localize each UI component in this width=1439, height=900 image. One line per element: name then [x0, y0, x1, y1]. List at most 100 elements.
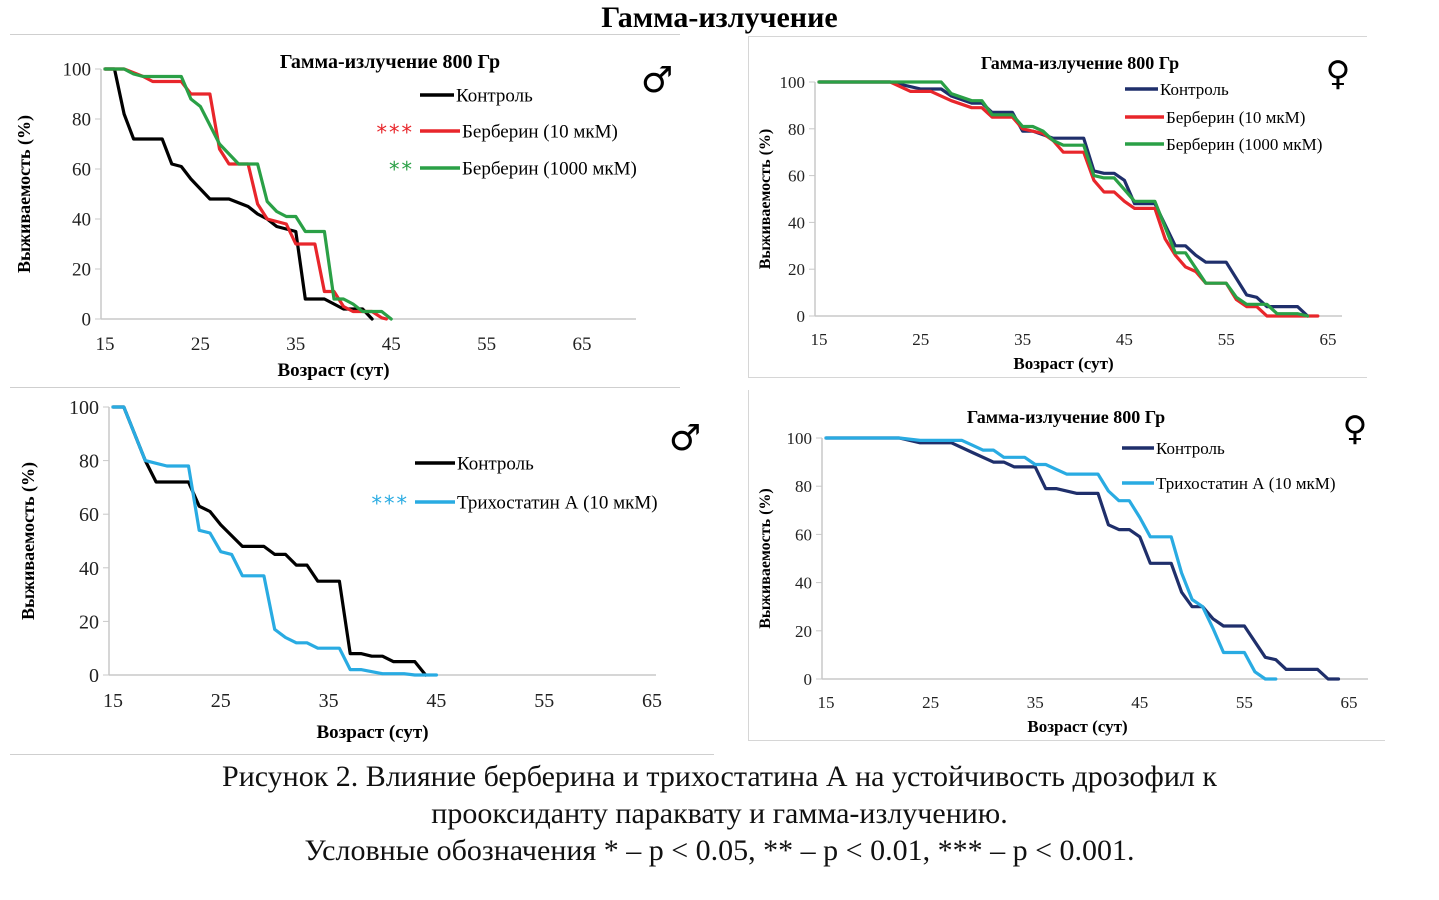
x-tick-label: 65 — [1341, 693, 1358, 712]
significance-marker: *** — [377, 121, 415, 145]
y-tick-label: 60 — [72, 160, 91, 181]
main-title: Гамма-излучение — [601, 1, 838, 34]
x-tick-label: 25 — [191, 334, 210, 355]
y-tick-label: 20 — [795, 622, 812, 641]
chart-c3: 0 20 40 60 80 100 15 25 35 45 55 65 Возраст (сут) Выж… — [18, 397, 701, 743]
series-line-0 — [824, 436, 1341, 681]
x-tick-label: 45 — [1131, 693, 1148, 712]
y-tick-label: 40 — [72, 210, 91, 231]
x-tick-label: 55 — [534, 690, 554, 712]
x-tick-label: 55 — [477, 334, 496, 355]
chart-title: Гамма-излучение 800 Гр — [280, 51, 500, 73]
y-tick-label: 60 — [79, 504, 99, 526]
legend-entry: Берберин (1000 мкМ) ** — [389, 158, 637, 182]
series-line-1 — [111, 405, 438, 677]
y-tick-label: 20 — [788, 260, 805, 279]
charts-canvas: 0 20 40 60 80 100 15 25 35 45 55 65 Возраст (сут) Выж… — [14, 51, 1368, 743]
y-tick-label: 100 — [69, 397, 99, 419]
y-tick-label: 80 — [79, 451, 99, 473]
x-tick-label: 45 — [1116, 330, 1133, 349]
chart-panel-female-berberine — [748, 36, 1367, 378]
chart-title: Гамма-излучение 800 Гр — [981, 53, 1179, 73]
legend-entry: Контроль — [415, 454, 534, 475]
chart-c1: 0 20 40 60 80 100 15 25 35 45 55 65 Возраст (сут) Выж… — [14, 51, 673, 381]
legend-entry: Трихостатин А (10 мкМ) — [1122, 474, 1336, 493]
y-tick-label: 60 — [788, 167, 805, 186]
x-tick-label: 35 — [1014, 330, 1031, 349]
female-symbol-icon: ♀ — [1343, 409, 1368, 449]
legend-label: Контроль — [1156, 439, 1225, 458]
legend-label: Берберин (1000 мкМ) — [462, 159, 637, 180]
legend-label: Берберин (1000 мкМ) — [1166, 135, 1322, 154]
x-tick-label: 15 — [818, 693, 835, 712]
y-tick-label: 100 — [780, 73, 806, 92]
caption-line-3: Условные обозначения * – p < 0.05, ** – … — [304, 834, 1135, 867]
y-tick-label: 80 — [795, 477, 812, 496]
legend-label: Трихостатин А (10 мкМ) — [457, 493, 658, 514]
y-tick-label: 100 — [63, 60, 92, 81]
x-tick-label: 15 — [103, 690, 123, 712]
y-tick-label: 0 — [804, 670, 813, 689]
chart-title: Гамма-излучение 800 Гр — [967, 407, 1165, 427]
y-tick-label: 0 — [797, 307, 806, 326]
male-symbol-icon: ♂ — [641, 60, 673, 101]
x-axis-title: Возраст (сут) — [316, 722, 428, 743]
x-axis-title: Возраст (сут) — [277, 360, 389, 381]
y-tick-label: 80 — [788, 120, 805, 139]
y-tick-label: 0 — [89, 665, 99, 687]
x-tick-label: 25 — [211, 690, 231, 712]
legend-label: Контроль — [1160, 80, 1229, 99]
y-axis-title: Выживаемость (%) — [14, 115, 35, 273]
y-tick-label: 40 — [795, 574, 812, 593]
legend-entry: Контроль — [1122, 439, 1225, 458]
x-tick-label: 65 — [1320, 330, 1337, 349]
y-axis-title: Выживаемость (%) — [757, 488, 774, 629]
x-tick-label: 15 — [811, 330, 828, 349]
legend-entry: Контроль — [420, 86, 533, 107]
chart-panel-male-berberine — [10, 34, 680, 388]
x-tick-label: 45 — [382, 334, 401, 355]
y-axis-title: Выживаемость (%) — [757, 129, 774, 270]
legend-label: Берберин (10 мкМ) — [1166, 108, 1305, 127]
chart-panel-female-trichostatin — [748, 390, 1385, 741]
x-axis-title: Возраст (сут) — [1013, 354, 1113, 373]
y-tick-label: 20 — [79, 611, 99, 633]
caption-line-2: прооксиданту параквату и гамма-излучению… — [431, 797, 1008, 830]
y-tick-label: 40 — [788, 213, 805, 232]
y-tick-label: 0 — [82, 310, 92, 331]
series-line-1 — [103, 67, 388, 321]
legend-label: Контроль — [457, 454, 534, 475]
legend-label: Берберин (10 мкМ) — [462, 122, 618, 143]
x-tick-label: 45 — [426, 690, 446, 712]
female-symbol-icon: ♀ — [1326, 54, 1351, 94]
legend-entry: Берберин (10 мкМ) — [1125, 108, 1305, 127]
series-line-0 — [103, 67, 374, 321]
series-line-0 — [111, 405, 428, 677]
y-tick-label: 60 — [795, 525, 812, 544]
y-axis-title: Выживаемость (%) — [18, 462, 39, 620]
x-tick-label: 35 — [319, 690, 339, 712]
legend-entry: Трихостатин А (10 мкМ) *** — [372, 492, 658, 516]
y-tick-label: 80 — [72, 110, 91, 131]
legend-label: Трихостатин А (10 мкМ) — [1156, 474, 1336, 493]
x-tick-label: 35 — [286, 334, 305, 355]
series-line-2 — [817, 80, 1310, 318]
legend-label: Контроль — [456, 86, 533, 107]
y-tick-label: 20 — [72, 260, 91, 281]
legend-entry: Берберин (1000 мкМ) — [1125, 135, 1322, 154]
legend-entry: Берберин (10 мкМ) *** — [377, 121, 618, 145]
y-tick-label: 100 — [787, 429, 813, 448]
caption-line-1: Рисунок 2. Влияние берберина и трихостат… — [222, 760, 1217, 793]
legend-entry: Контроль — [1125, 80, 1229, 99]
x-tick-label: 15 — [96, 334, 115, 355]
x-tick-label: 25 — [912, 330, 929, 349]
x-tick-label: 65 — [573, 334, 592, 355]
x-tick-label: 35 — [1027, 693, 1044, 712]
chart-c4: 0 20 40 60 80 100 15 25 35 45 55 65 Возраст (сут) Выж… — [757, 407, 1368, 736]
x-axis-title: Возраст (сут) — [1027, 717, 1127, 736]
x-tick-label: 55 — [1236, 693, 1253, 712]
series-line-1 — [824, 436, 1278, 681]
significance-marker: *** — [372, 492, 410, 516]
figure-caption: Рисунок 2. Влияние берберина и трихостат… — [0, 758, 1439, 869]
y-tick-label: 40 — [79, 558, 99, 580]
